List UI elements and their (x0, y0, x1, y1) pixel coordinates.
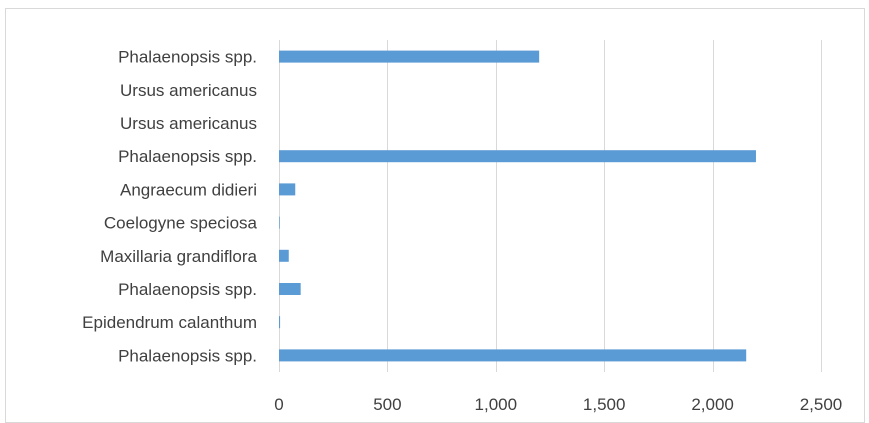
bars (279, 50, 756, 362)
x-tick-label: 1,500 (583, 395, 626, 414)
gridlines (279, 40, 822, 372)
category-label: Phalaenopsis spp. (118, 346, 257, 365)
category-label: Coelogyne speciosa (104, 214, 258, 233)
x-tick-label: 2,000 (691, 395, 734, 414)
category-label: Maxillaria grandiflora (100, 247, 257, 266)
x-tick-label: 500 (373, 395, 401, 414)
bar (279, 216, 280, 229)
category-label: Ursus americanus (120, 114, 257, 133)
category-label: Phalaenopsis spp. (118, 147, 257, 166)
bar (279, 283, 301, 295)
bar (279, 316, 281, 329)
category-label: Phalaenopsis spp. (118, 280, 257, 299)
x-tick-label: 2,500 (800, 395, 843, 414)
bar (279, 349, 747, 362)
category-label: Phalaenopsis spp. (118, 48, 257, 67)
x-tick-label: 1,000 (475, 395, 518, 414)
bar (279, 249, 289, 262)
category-label: Ursus americanus (120, 81, 257, 100)
category-labels: Phalaenopsis spp. Epidendrum calanthum Pha… (82, 48, 257, 366)
category-label: Angraecum didieri (120, 180, 257, 199)
category-label: Epidendrum calanthum (82, 313, 257, 332)
bar (279, 50, 540, 63)
bar (279, 150, 756, 163)
x-axis-tick-labels: 0 500 1,000 1,500 2,000 2,500 (274, 395, 842, 414)
x-tick-label: 0 (274, 395, 283, 414)
bar (279, 183, 296, 196)
